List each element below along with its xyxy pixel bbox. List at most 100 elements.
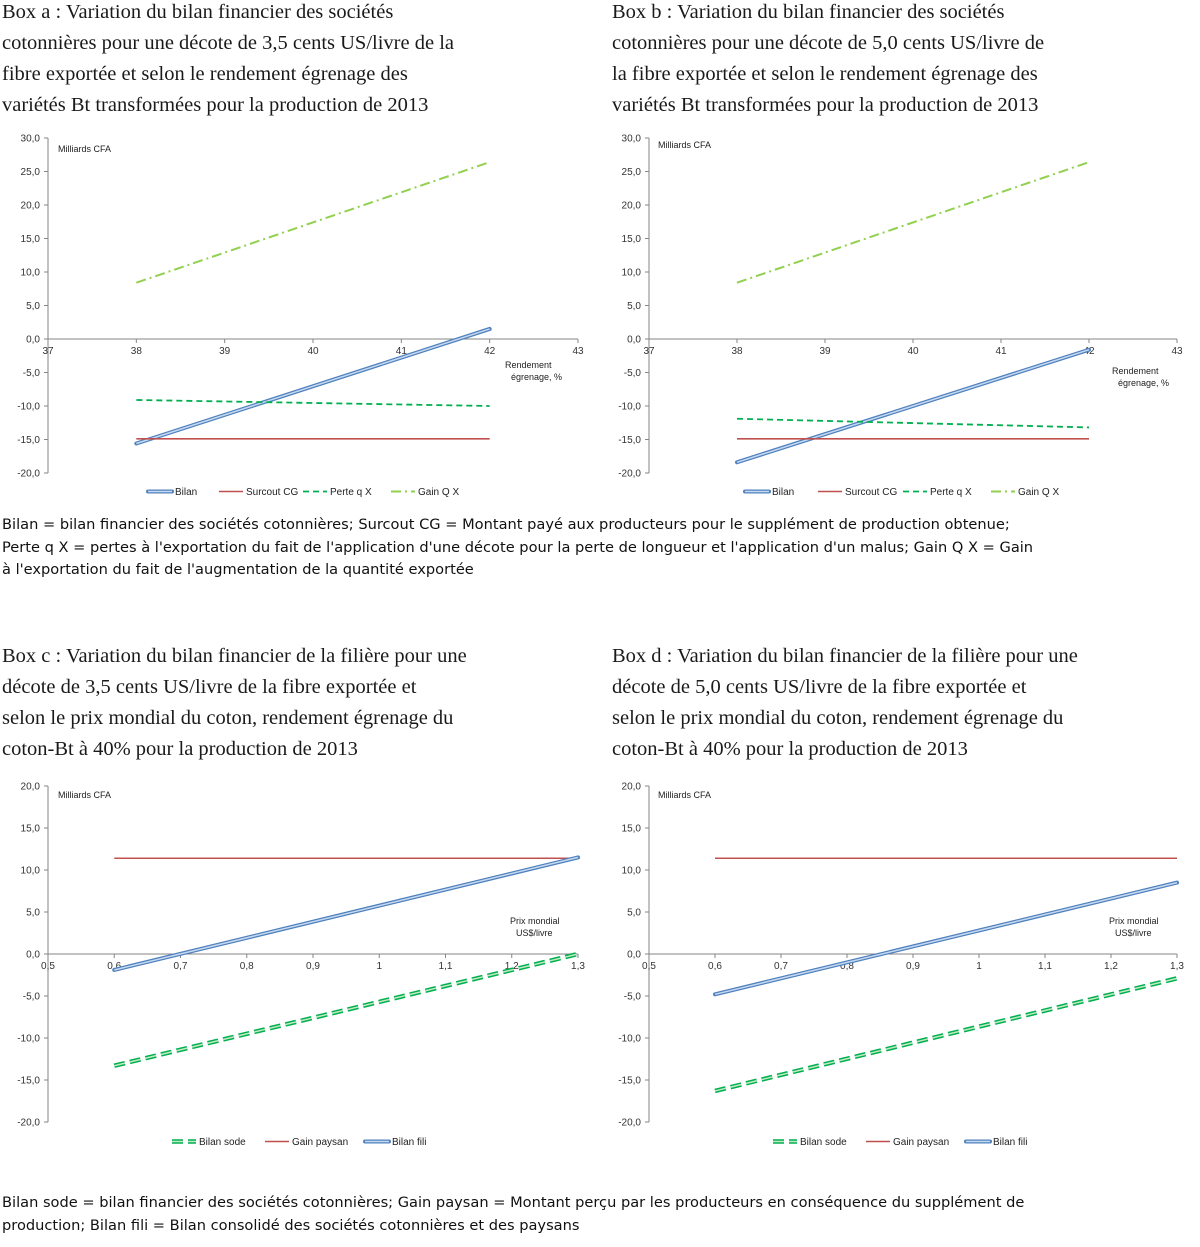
y-tick-label: -20,0: [17, 469, 40, 480]
title-line: cotonnières pour une décote de 3,5 cents…: [2, 32, 454, 54]
x-tick-label: 37: [643, 346, 655, 357]
title-line: décote de 5,0 cents US/livre de la fibre…: [612, 676, 1027, 698]
title-line: selon le prix mondial du coton, rendemen…: [2, 707, 454, 729]
legend-item: Surcout CG: [818, 487, 897, 498]
note-line: Perte q X = pertes à l'exportation du fa…: [2, 538, 1034, 556]
x-tick-label: 0,9: [906, 961, 920, 972]
y-tick-label: 30,0: [622, 134, 642, 145]
legend-note-bottom: Bilan sode = bilan financier des société…: [2, 1192, 1198, 1237]
x-axis-label: US$/livre: [1115, 928, 1152, 938]
legend-item: Gain paysan: [866, 1137, 949, 1148]
x-tick-label: 37: [42, 346, 54, 357]
note-line: à l'exportation du fait de l'augmentatio…: [2, 561, 474, 578]
x-tick-label: 0,7: [174, 961, 188, 972]
title-line: selon le prix mondial du coton, rendemen…: [612, 707, 1064, 729]
legend-item: Bilan sode: [773, 1137, 847, 1148]
series-bilan-fili: [112, 855, 580, 972]
series-bilan: [134, 326, 492, 446]
x-tick-label: 1: [376, 961, 382, 972]
series-line-core: [714, 977, 1178, 1092]
title-line: fibre exportée et selon le rendement égr…: [2, 63, 408, 85]
x-tick-label: 1: [976, 961, 982, 972]
legend-label: Surcout CG: [845, 487, 897, 498]
legend-item: Bilan: [743, 487, 794, 498]
legend-label: Bilan fili: [392, 1137, 426, 1148]
y-tick-label: 5,0: [627, 301, 641, 312]
y-tick-label: -20,0: [17, 1118, 40, 1129]
y-axis-unit-label: Milliards CFA: [58, 790, 111, 800]
y-tick-label: 15,0: [622, 824, 642, 835]
series-line: [736, 417, 1090, 429]
chart-c-svg: 20,0 15,0 10,0 5,0 0,0 -5,0 -10,0 -15,0 -20,0 0,5…: [17, 782, 585, 1149]
y-tick-label: 20,0: [622, 201, 642, 212]
legend-item: Bilan sode: [172, 1137, 246, 1148]
legend-note-top: Bilan = bilan financier des sociétés cot…: [2, 514, 1198, 582]
title-line: cotonnières pour une décote de 5,0 cents…: [612, 32, 1045, 54]
y-tick-label: 25,0: [21, 167, 41, 178]
y-tick-label: 25,0: [622, 167, 642, 178]
series-gain-q-x: [736, 161, 1090, 284]
y-tick-label: -5,0: [624, 368, 642, 379]
x-axis-label: Prix mondial: [510, 916, 560, 926]
y-tick-label: 5,0: [26, 301, 40, 312]
y-tick-label: 10,0: [622, 268, 642, 279]
legend-label: Gain Q X: [1018, 487, 1059, 498]
series-line: [136, 399, 490, 407]
legend-item: Surcout CG: [219, 487, 298, 498]
legend-label: Gain paysan: [292, 1137, 348, 1148]
series-bilan-sode: [714, 976, 1178, 1094]
legend-label: Bilan fili: [993, 1137, 1027, 1148]
legend-label: Surcout CG: [246, 487, 298, 498]
legend-label: Perte q X: [930, 487, 972, 498]
legend-label: Gain paysan: [893, 1137, 949, 1148]
box-d-title: Box d : Variation du bilan financier de …: [612, 641, 1172, 765]
x-tick-label: 38: [131, 346, 143, 357]
y-tick-label: -15,0: [618, 435, 641, 446]
y-tick-label: 10,0: [21, 866, 41, 877]
y-tick-label: 30,0: [21, 134, 41, 145]
y-tick-label: 20,0: [21, 201, 41, 212]
x-tick-label: 0,5: [41, 961, 55, 972]
x-axis-label: égrenage, %: [1118, 378, 1169, 388]
x-tick-label: 43: [572, 346, 584, 357]
chart-a: 30,0 25,0 20,0 15,0 10,0 5,0 0,0 -5,0 -10,0 -15,0…: [0, 128, 600, 508]
series-gain-q-x: [136, 161, 490, 284]
legend-item: Perte q X: [303, 487, 372, 498]
x-tick-label: 1,1: [1038, 961, 1052, 972]
series-bilan: [735, 347, 1091, 465]
y-axis-unit-label: Milliards CFA: [58, 144, 111, 154]
x-tick-label: 38: [731, 346, 743, 357]
y-tick-label: -10,0: [618, 1034, 641, 1045]
title-line: décote de 3,5 cents US/livre de la fibre…: [2, 676, 417, 698]
x-tick-label: 39: [819, 346, 831, 357]
x-axis-label: Rendement: [505, 360, 552, 370]
y-tick-label: -10,0: [17, 402, 40, 413]
y-tick-label: 5,0: [627, 908, 641, 919]
x-axis-label: US$/livre: [516, 928, 553, 938]
title-line: coton-Bt à 40% pour la production de 201…: [612, 738, 968, 760]
title-line: Box d : Variation du bilan financier de …: [612, 645, 1078, 667]
x-tick-label: 0,7: [774, 961, 788, 972]
legend-label: Perte q X: [330, 487, 372, 498]
y-tick-label: 20,0: [622, 782, 642, 793]
series-line-core: [736, 349, 1090, 463]
x-tick-label: 0,5: [642, 961, 656, 972]
y-tick-label: -15,0: [17, 435, 40, 446]
legend-item: Perte q X: [903, 487, 972, 498]
series-line-core: [136, 328, 490, 445]
y-axis-unit-label: Milliards CFA: [658, 140, 711, 150]
y-tick-label: 10,0: [21, 268, 41, 279]
x-tick-label: 0,6: [107, 961, 121, 972]
chart-a-svg: 30,0 25,0 20,0 15,0 10,0 5,0 0,0 -5,0 -10,0 -15,0…: [17, 134, 584, 499]
x-tick-label: 41: [995, 346, 1007, 357]
y-tick-label: 0,0: [26, 950, 40, 961]
series-perte-q-x: [136, 399, 490, 407]
x-tick-label: 1,2: [1104, 961, 1118, 972]
title-line: Box a : Variation du bilan financier des…: [2, 1, 394, 23]
x-tick-label: 0,8: [840, 961, 854, 972]
box-a-title: Box a : Variation du bilan financier des…: [2, 0, 562, 121]
y-tick-label: 20,0: [21, 782, 41, 793]
title-line: variétés Bt transformées pour la product…: [612, 94, 1039, 116]
x-tick-label: 43: [1171, 346, 1183, 357]
y-tick-label: -5,0: [23, 368, 41, 379]
